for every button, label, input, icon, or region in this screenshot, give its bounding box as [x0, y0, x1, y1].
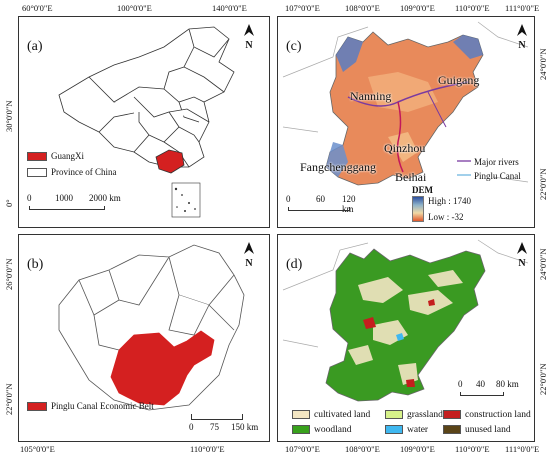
lat-tick: 22°0'0"N — [538, 363, 548, 395]
lon-tick: 109°0'0"E — [400, 444, 435, 454]
north-arrow: N — [241, 23, 257, 51]
legend-swatch — [27, 402, 47, 412]
major-river — [347, 81, 469, 107]
north-arrow: N — [514, 23, 530, 51]
legend-swatch — [292, 425, 310, 435]
scale-bar: 0 1000 2000 km — [27, 193, 127, 217]
lon-tick: 110°0'0"E — [455, 3, 490, 13]
legend-swatch — [292, 410, 310, 420]
lon-tick: 60°0'0"E — [22, 3, 53, 13]
panel-b-guangxi-map: (b) N Pinglu Canal Economic Belt 0 75 15… — [18, 234, 270, 442]
legend-item: Pinglu Canal Economic Belt — [27, 401, 154, 412]
legend-item: Pinglu Canal — [456, 171, 521, 182]
legend-swatch — [443, 425, 461, 435]
panel-label: (d) — [286, 257, 303, 272]
lon-tick: 105°0'0"E — [20, 444, 55, 454]
legend-item: GuangXi — [27, 151, 84, 162]
lat-tick: 22°0'0"N — [4, 383, 14, 415]
guangxi-map — [58, 244, 245, 411]
legend-item: woodland — [292, 424, 351, 436]
scale-bar: 0 75 150 km — [189, 411, 264, 435]
north-arrow: N — [241, 241, 257, 269]
construction-land-patch — [363, 317, 376, 329]
scale-bar: 0 60 120 km — [286, 194, 356, 214]
lat-tick: 24°0'0"N — [538, 48, 548, 80]
legend-item: unused land — [443, 424, 511, 436]
lon-tick: 108°0'0"E — [345, 444, 380, 454]
legend-item: cultivated land — [292, 409, 370, 421]
lon-tick: 140°0'0"E — [212, 3, 247, 13]
scale-bar: 0 40 80 km — [458, 379, 528, 401]
north-arrow-icon — [244, 24, 254, 36]
lon-tick: 107°0'0"E — [285, 3, 320, 13]
lat-tick: 22°0'0"N — [538, 168, 548, 200]
dem-map — [282, 21, 529, 186]
guangxi-region — [155, 149, 185, 174]
landcover-map — [282, 239, 529, 402]
legend-swatch — [385, 410, 403, 420]
city-label: Qinzhou — [384, 141, 426, 155]
legend-swatch — [385, 425, 403, 435]
city-label: Nanning — [350, 89, 392, 103]
legend-swatch — [27, 152, 47, 162]
north-arrow: N — [514, 241, 530, 269]
river-line-icon — [457, 160, 471, 162]
north-arrow-icon — [244, 242, 254, 254]
panel-label: (c) — [286, 39, 302, 54]
lon-tick: 107°0'0"E — [285, 444, 320, 454]
panel-c-dem-map: (c) N Nanning Guigang Qinzhou Fangchengg… — [277, 16, 535, 228]
legend-swatch — [443, 410, 461, 420]
lon-tick: 111°0'0"E — [505, 444, 540, 454]
pinglu-canal — [396, 101, 404, 173]
lon-tick: 111°0'0"E — [505, 3, 540, 13]
panel-d-landcover-map: (d) N 0 40 80 km cultivated land grassla… — [277, 234, 535, 442]
lon-tick: 108°0'0"E — [345, 3, 380, 13]
city-label: Fangchenggang — [300, 160, 376, 174]
lat-tick: 24°0'0"N — [538, 248, 548, 280]
lat-tick: 30°0'0"N — [4, 100, 14, 132]
dem-color-ramp — [412, 196, 424, 222]
lon-tick: 100°0'0"E — [117, 3, 152, 13]
economic-belt-region — [110, 330, 215, 406]
north-arrow-icon — [517, 24, 527, 36]
canal-line-icon — [457, 174, 471, 176]
panel-label: (a) — [27, 39, 43, 54]
lon-tick: 110°0'0"E — [190, 444, 225, 454]
lon-tick: 110°0'0"E — [455, 444, 490, 454]
panel-label: (b) — [27, 257, 44, 272]
city-label: Beihai — [395, 170, 427, 184]
legend-swatch — [27, 168, 47, 178]
legend-item: grassland — [385, 409, 443, 421]
panel-a-china-map: (a) N GuangXi Province of China 0 1000 2… — [18, 16, 270, 228]
dem-legend: DEM High : 1740 Low : -32 — [412, 185, 472, 222]
legend-item: construction land — [443, 409, 531, 421]
legend-item: water — [385, 424, 428, 436]
lon-tick: 109°0'0"E — [400, 3, 435, 13]
city-label: Guigang — [438, 73, 480, 87]
china-map — [58, 26, 235, 218]
legend-item: Major rivers — [456, 157, 519, 168]
north-arrow-icon — [517, 242, 527, 254]
legend-item: Province of China — [27, 167, 117, 178]
lat-tick: 0° — [4, 199, 14, 207]
lat-tick: 26°0'0"N — [4, 258, 14, 290]
